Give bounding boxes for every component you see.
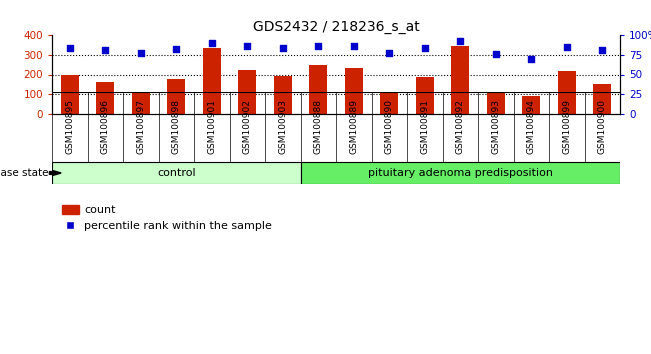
Bar bbox=[345, 68, 363, 114]
Bar bbox=[96, 82, 114, 114]
Text: GSM100901: GSM100901 bbox=[207, 99, 216, 154]
Point bbox=[242, 43, 253, 49]
Point bbox=[100, 47, 111, 53]
Point bbox=[171, 46, 182, 52]
Title: GDS2432 / 218236_s_at: GDS2432 / 218236_s_at bbox=[253, 20, 419, 34]
Point bbox=[491, 51, 501, 57]
Bar bbox=[593, 84, 611, 114]
Text: GSM100899: GSM100899 bbox=[562, 99, 571, 154]
Text: GSM100893: GSM100893 bbox=[492, 99, 500, 154]
Text: GSM100892: GSM100892 bbox=[456, 99, 465, 154]
Bar bbox=[203, 48, 221, 114]
Bar bbox=[301, 162, 620, 184]
Bar bbox=[380, 93, 398, 114]
FancyArrow shape bbox=[49, 171, 61, 175]
Bar bbox=[52, 162, 301, 184]
Point bbox=[135, 50, 146, 56]
Text: GSM100891: GSM100891 bbox=[421, 99, 429, 154]
Bar bbox=[522, 96, 540, 114]
Text: GSM100889: GSM100889 bbox=[349, 99, 358, 154]
Bar bbox=[61, 74, 79, 114]
Bar bbox=[309, 65, 327, 114]
Point bbox=[562, 44, 572, 50]
Text: pituitary adenoma predisposition: pituitary adenoma predisposition bbox=[368, 168, 553, 178]
Bar bbox=[132, 93, 150, 114]
Text: GSM100903: GSM100903 bbox=[278, 99, 287, 154]
Point bbox=[64, 45, 75, 51]
Legend: count, percentile rank within the sample: count, percentile rank within the sample bbox=[57, 200, 277, 235]
Bar bbox=[238, 70, 256, 114]
Text: GSM100897: GSM100897 bbox=[136, 99, 145, 154]
Point bbox=[348, 43, 359, 49]
Text: GSM100888: GSM100888 bbox=[314, 99, 323, 154]
Point bbox=[455, 39, 465, 44]
Point bbox=[597, 47, 607, 53]
Point bbox=[419, 46, 430, 51]
Bar bbox=[167, 79, 185, 114]
Bar bbox=[487, 92, 505, 114]
Bar bbox=[451, 46, 469, 114]
Text: GSM100890: GSM100890 bbox=[385, 99, 394, 154]
Text: GSM100894: GSM100894 bbox=[527, 99, 536, 154]
Text: GSM100898: GSM100898 bbox=[172, 99, 181, 154]
Point bbox=[313, 43, 324, 49]
Point bbox=[526, 56, 536, 62]
Text: control: control bbox=[157, 168, 195, 178]
Text: GSM100896: GSM100896 bbox=[101, 99, 110, 154]
Bar bbox=[274, 76, 292, 114]
Bar bbox=[558, 71, 575, 114]
Text: GSM100895: GSM100895 bbox=[65, 99, 74, 154]
Text: disease state: disease state bbox=[0, 168, 49, 178]
Text: GSM100900: GSM100900 bbox=[598, 99, 607, 154]
Text: GSM100902: GSM100902 bbox=[243, 99, 252, 154]
Point bbox=[277, 46, 288, 51]
Bar bbox=[416, 77, 434, 114]
Point bbox=[384, 50, 395, 56]
Point bbox=[206, 40, 217, 46]
